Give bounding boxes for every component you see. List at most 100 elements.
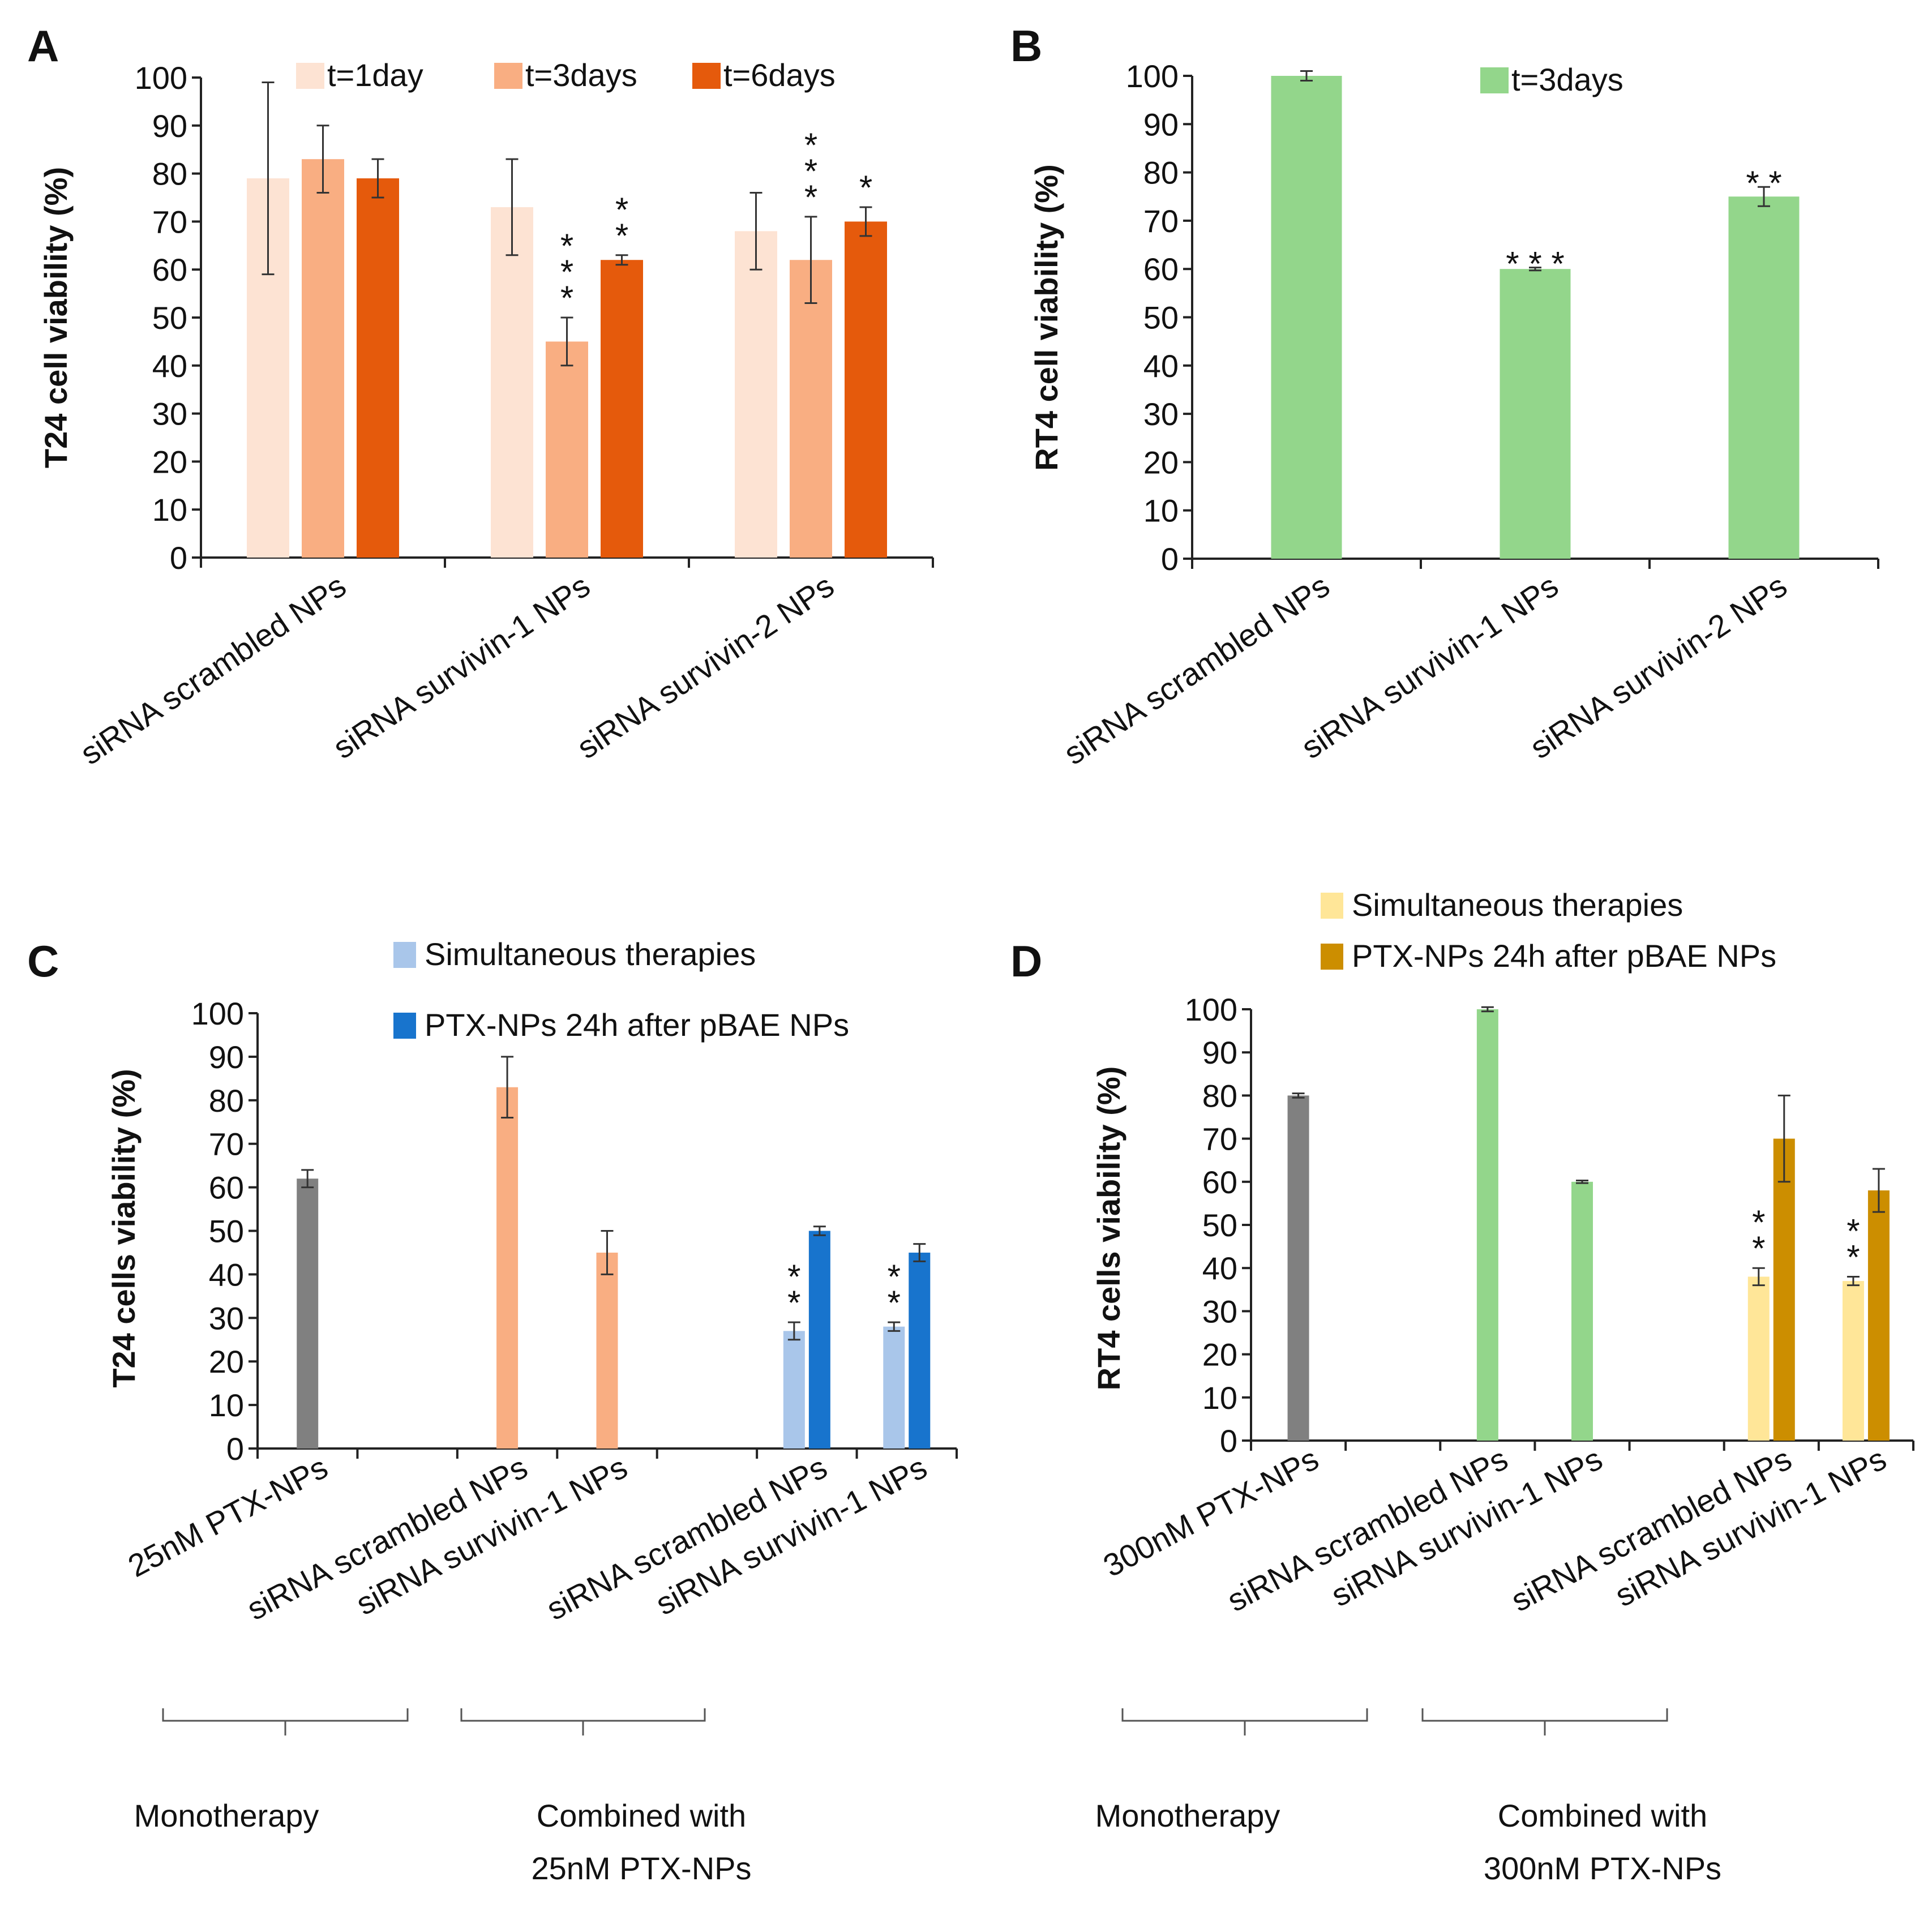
- y-tick-label: 20: [1202, 1337, 1237, 1373]
- significance-marker: * * *: [1506, 245, 1564, 283]
- bar-t-3days-sirna-survivin-1-nps: [1500, 269, 1571, 559]
- bar-sirna-scrambled-nps-left: [783, 1331, 805, 1449]
- bar-sirna-scrambled-nps-center: [1476, 1009, 1498, 1441]
- bar-t-3days-sirna-survivin-1-nps: [546, 341, 588, 558]
- bar-t-6days-sirna-scrambled-nps: [357, 178, 399, 558]
- significance-marker: *: [1752, 1229, 1765, 1267]
- legend-label: Simultaneous therapies: [1352, 887, 1683, 923]
- bar-sirna-survivin-1-nps-right: [1867, 1190, 1890, 1441]
- legend-swatch: [692, 63, 721, 89]
- y-tick-label: 80: [1143, 155, 1179, 191]
- y-tick-label: 0: [170, 540, 187, 576]
- panel-letter: A: [27, 21, 59, 71]
- significance-marker: *: [859, 169, 872, 207]
- y-tick-label: 20: [152, 444, 187, 479]
- category-label-sirna-survivin-2-nps: siRNA survivin-2 NPs: [571, 568, 840, 766]
- y-tick-label: 60: [209, 1170, 244, 1206]
- significance-marker: *: [560, 253, 573, 291]
- significance-marker: *: [804, 126, 817, 164]
- legend-label: PTX-NPs 24h after pBAE NPs: [1352, 938, 1776, 974]
- bar-t-3days-sirna-scrambled-nps: [1271, 76, 1342, 559]
- y-tick-label: 20: [209, 1344, 244, 1379]
- bar-sirna-scrambled-nps-right: [1773, 1138, 1795, 1441]
- group-label: Monotherapy: [1095, 1798, 1280, 1833]
- y-tick-label: 60: [1202, 1164, 1237, 1200]
- panel-letter: D: [1010, 936, 1042, 986]
- y-axis-label: T24 cell viability (%): [38, 167, 74, 468]
- y-tick-label: 30: [1143, 396, 1179, 432]
- y-tick-label: 40: [1202, 1250, 1237, 1286]
- y-tick-label: 30: [1202, 1293, 1237, 1329]
- significance-marker: *: [1847, 1212, 1860, 1250]
- bar-300nm-ptx-nps-center: [1287, 1095, 1309, 1441]
- y-tick-label: 80: [1202, 1078, 1237, 1113]
- panel-a: A 0 10 20 30 40 50 60 70 80 90 100 T24 cell viabilit…: [27, 21, 934, 772]
- bar-sirna-survivin-1-nps-right: [909, 1252, 931, 1449]
- y-axis-label: RT4 cells viability (%): [1091, 1066, 1126, 1391]
- legend-swatch: [296, 63, 324, 89]
- y-tick-label: 40: [209, 1257, 244, 1292]
- y-tick-label: 90: [1202, 1035, 1237, 1070]
- bar-sirna-survivin-1-nps-center: [596, 1252, 618, 1449]
- significance-marker: *: [787, 1284, 800, 1322]
- bar-sirna-survivin-1-nps-center: [1571, 1181, 1593, 1441]
- group-brace: [162, 1708, 409, 1735]
- y-tick-label: 50: [1202, 1207, 1237, 1243]
- y-tick-label: 30: [152, 396, 187, 432]
- y-tick-label: 40: [152, 348, 187, 384]
- y-tick-label: 30: [209, 1300, 244, 1336]
- bar-t-1day-sirna-survivin-2-nps: [735, 231, 777, 558]
- significance-marker: *: [615, 217, 628, 255]
- y-tick-label: 100: [135, 60, 187, 96]
- legend: t=1day t=3days t=6days: [296, 57, 836, 93]
- category-label-sirna-scrambled-nps: siRNA scrambled NPs: [74, 568, 352, 772]
- legend-label: t=6days: [723, 57, 836, 93]
- y-tick-label: 50: [209, 1214, 244, 1249]
- y-tick-label: 100: [191, 996, 244, 1031]
- bar-sirna-survivin-1-nps-left: [883, 1326, 905, 1449]
- y-tick-label: 70: [1143, 203, 1179, 239]
- y-tick-label: 10: [1202, 1380, 1237, 1416]
- legend-swatch: [1480, 67, 1509, 93]
- significance-marker: *: [1752, 1203, 1765, 1241]
- bar-t-3days-sirna-survivin-2-nps: [790, 260, 832, 558]
- y-tick-label: 70: [152, 204, 187, 239]
- y-axis-label: T24 cells viability (%): [106, 1069, 142, 1387]
- y-tick-label: 50: [152, 300, 187, 336]
- significance-marker: *: [888, 1258, 901, 1296]
- significance-marker: *: [560, 279, 573, 317]
- group-label: 25nM PTX-NPs: [532, 1850, 752, 1886]
- group-brace: [460, 1708, 706, 1735]
- legend: Simultaneous therapies PTX-NPs 24h after …: [393, 936, 849, 1043]
- bar-sirna-scrambled-nps-right: [808, 1231, 830, 1449]
- legend-label: PTX-NPs 24h after pBAE NPs: [425, 1007, 849, 1043]
- y-tick-label: 40: [1143, 348, 1179, 384]
- legend-swatch: [393, 942, 416, 968]
- y-tick-label: 10: [152, 492, 187, 528]
- y-tick-label: 100: [1126, 58, 1179, 94]
- group-label: Combined with: [1498, 1798, 1707, 1833]
- y-tick-label: 90: [152, 108, 187, 144]
- y-tick-label: 60: [152, 252, 187, 288]
- legend: Simultaneous therapies PTX-NPs 24h after …: [1321, 887, 1776, 974]
- panel-c: C 0 10 20 30 40 50 60 70 80 90 100 T24 cells viabili…: [27, 936, 958, 1886]
- significance-marker: *: [804, 178, 817, 216]
- legend-swatch: [393, 1013, 416, 1039]
- panel-b: B 0 10 20 30 40 50 60 70 80 90 100 RT4 cell viabilit…: [1010, 21, 1879, 772]
- group-brace: [1121, 1708, 1368, 1735]
- y-tick-label: 10: [1143, 493, 1179, 529]
- y-tick-label: 100: [1185, 992, 1237, 1027]
- significance-marker: *: [804, 152, 817, 190]
- significance-marker: * *: [1746, 164, 1781, 202]
- significance-marker: *: [560, 227, 573, 265]
- bar-t-1day-sirna-survivin-1-nps: [491, 207, 533, 558]
- y-tick-label: 80: [152, 156, 187, 192]
- legend-label: t=1day: [327, 57, 423, 93]
- legend: t=3days: [1480, 62, 1623, 97]
- bar-25nm-ptx-nps-center: [297, 1179, 319, 1449]
- legend-label: Simultaneous therapies: [425, 936, 756, 972]
- panel-letter: C: [27, 936, 59, 986]
- y-tick-label: 0: [1220, 1423, 1237, 1459]
- panel-letter: B: [1010, 21, 1042, 71]
